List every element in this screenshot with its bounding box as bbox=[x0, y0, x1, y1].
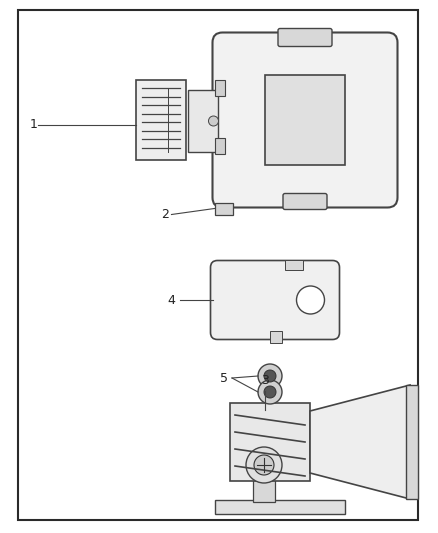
FancyBboxPatch shape bbox=[283, 193, 327, 209]
Text: 5: 5 bbox=[220, 372, 228, 384]
FancyBboxPatch shape bbox=[278, 28, 332, 46]
Bar bbox=[187, 90, 218, 152]
Bar bbox=[215, 80, 225, 96]
Circle shape bbox=[297, 286, 325, 314]
Bar bbox=[265, 75, 345, 165]
Circle shape bbox=[264, 370, 276, 382]
Text: 1: 1 bbox=[30, 118, 38, 132]
FancyBboxPatch shape bbox=[211, 261, 339, 340]
Circle shape bbox=[254, 455, 274, 475]
Bar bbox=[215, 203, 233, 214]
Text: 3: 3 bbox=[261, 374, 269, 387]
Circle shape bbox=[258, 364, 282, 388]
FancyBboxPatch shape bbox=[212, 33, 398, 207]
Circle shape bbox=[264, 386, 276, 398]
Bar bbox=[215, 500, 345, 514]
Bar bbox=[215, 138, 225, 154]
Bar bbox=[230, 403, 310, 481]
Bar bbox=[285, 260, 303, 270]
Bar bbox=[135, 80, 186, 160]
Text: 4: 4 bbox=[167, 294, 175, 306]
Text: 2: 2 bbox=[162, 208, 170, 221]
Polygon shape bbox=[310, 385, 410, 499]
Circle shape bbox=[246, 447, 282, 483]
Bar bbox=[253, 472, 275, 502]
Circle shape bbox=[258, 380, 282, 404]
Circle shape bbox=[208, 116, 219, 126]
Bar bbox=[406, 385, 418, 499]
Bar bbox=[270, 330, 282, 343]
